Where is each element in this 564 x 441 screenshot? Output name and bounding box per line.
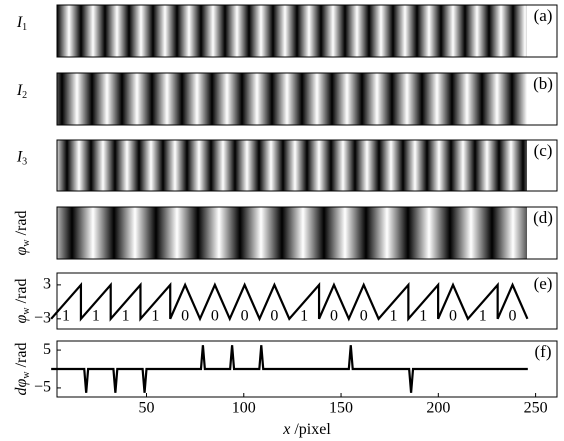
y-tick-label: 5 bbox=[43, 341, 51, 358]
label-main: dφ bbox=[13, 378, 30, 395]
fringe-image bbox=[57, 207, 527, 259]
code-label: 1 bbox=[122, 308, 130, 325]
y-tick-label: 3 bbox=[43, 276, 51, 293]
label-unit: /rad bbox=[13, 211, 30, 240]
code-label: 0 bbox=[330, 308, 338, 325]
label-main: x bbox=[282, 421, 290, 438]
label-main: φ bbox=[13, 246, 30, 255]
code-label: 1 bbox=[300, 308, 308, 325]
panel-tag: (c) bbox=[534, 141, 553, 160]
x-tick-label: 250 bbox=[524, 400, 548, 417]
x-tick-label: 100 bbox=[232, 400, 256, 417]
y-axis-label: I2 bbox=[16, 82, 27, 102]
y-axis-label: I1 bbox=[16, 14, 27, 34]
y-tick-label: −3 bbox=[34, 309, 51, 326]
panel-tag: (a) bbox=[534, 6, 553, 25]
code-label: 1 bbox=[389, 308, 397, 325]
label-sub: 2 bbox=[22, 90, 27, 101]
label-main: φ bbox=[13, 314, 30, 323]
label-unit: /pixel bbox=[290, 421, 331, 438]
data-line bbox=[51, 345, 528, 393]
panel-tag: (e) bbox=[534, 274, 553, 293]
code-label: 0 bbox=[211, 308, 219, 325]
fringe-image bbox=[57, 73, 527, 125]
y-tick-label: −5 bbox=[34, 379, 51, 396]
label-sub: 1 bbox=[22, 22, 27, 33]
code-label: 1 bbox=[479, 308, 487, 325]
panel-tag: (d) bbox=[533, 208, 553, 227]
x-tick-label: 150 bbox=[329, 400, 353, 417]
fringe-image bbox=[57, 5, 527, 57]
y-axis-label: φw /rad bbox=[13, 211, 33, 256]
code-label: 0 bbox=[449, 308, 457, 325]
panel-tag: (b) bbox=[533, 74, 553, 93]
fringe-image bbox=[57, 140, 527, 191]
code-label: 1 bbox=[151, 308, 159, 325]
code-label: 1 bbox=[419, 308, 427, 325]
label-unit: /rad bbox=[13, 343, 30, 372]
y-axis-label: dφw /rad bbox=[13, 343, 33, 396]
code-label: 0 bbox=[360, 308, 368, 325]
x-tick-label: 200 bbox=[426, 400, 450, 417]
code-label: 1 bbox=[62, 308, 70, 325]
x-tick-label: 50 bbox=[138, 400, 154, 417]
figure: (a)I1(b)I2(c)I3(d)φw /rad3−3111100001001… bbox=[0, 0, 564, 441]
code-label: 0 bbox=[509, 308, 517, 325]
x-axis-label: x /pixel bbox=[282, 421, 331, 438]
y-axis-label: I3 bbox=[16, 148, 27, 168]
label-sub: 3 bbox=[22, 157, 27, 168]
y-axis-label: φw /rad bbox=[13, 279, 33, 324]
panel-tag: (f) bbox=[535, 342, 552, 361]
code-label: 0 bbox=[270, 308, 278, 325]
code-label: 0 bbox=[241, 308, 249, 325]
code-label: 0 bbox=[181, 308, 189, 325]
label-unit: /rad bbox=[13, 279, 30, 308]
code-label: 1 bbox=[92, 308, 100, 325]
